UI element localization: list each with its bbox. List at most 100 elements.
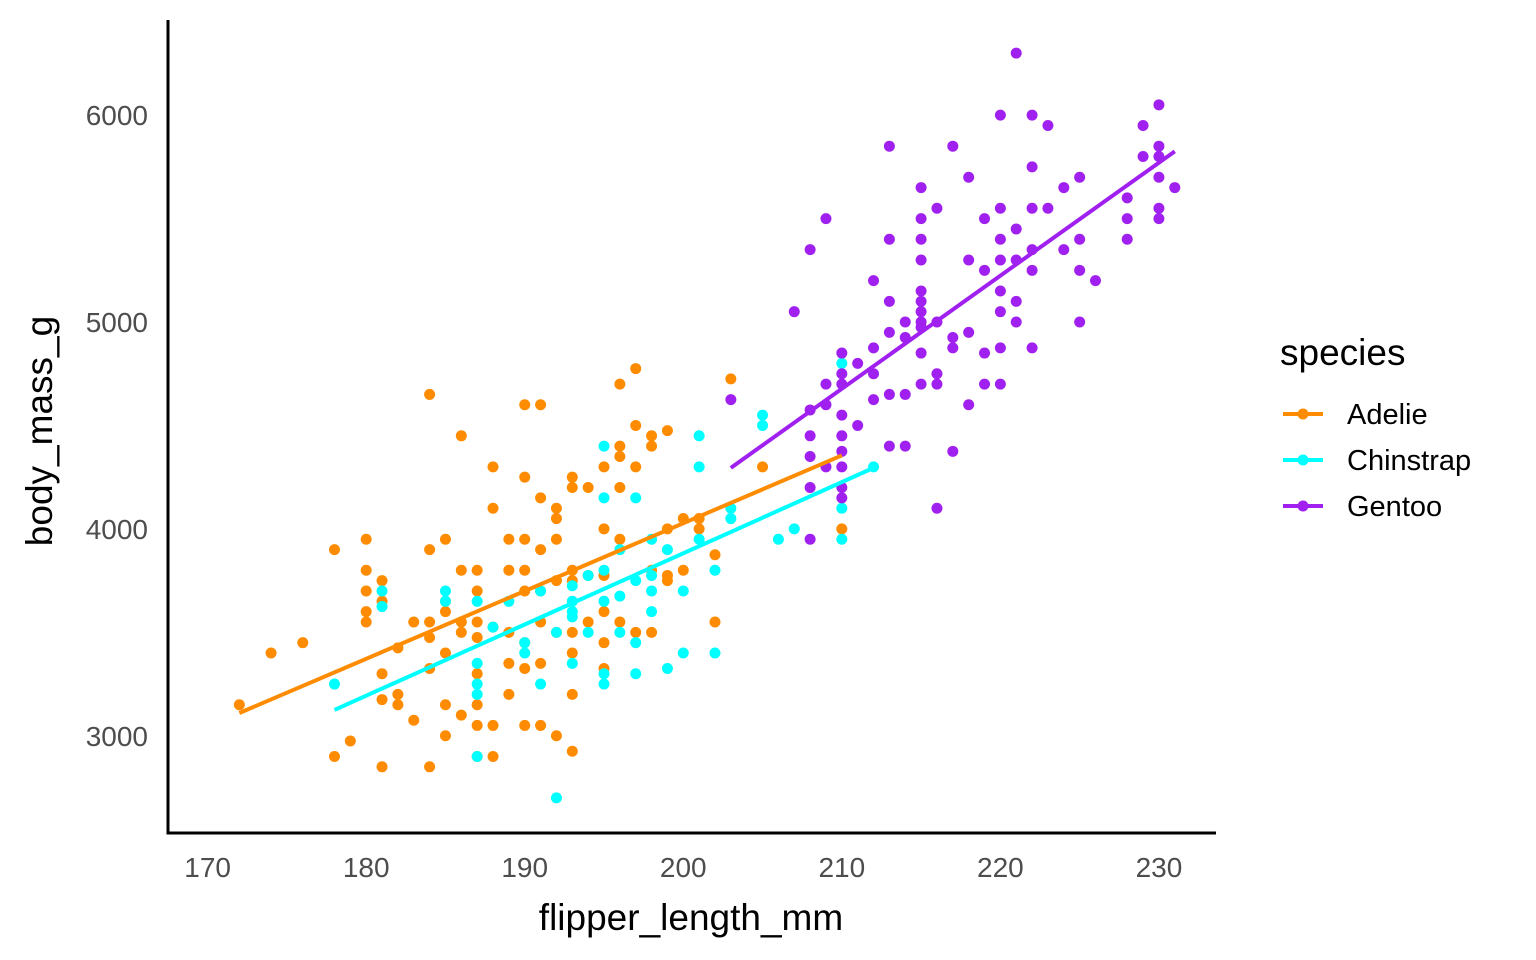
data-point: [630, 637, 642, 649]
data-point: [471, 668, 483, 680]
data-point: [725, 513, 737, 525]
data-point: [598, 606, 610, 618]
data-point: [1042, 202, 1054, 214]
data-point: [1153, 140, 1165, 152]
data-point: [297, 637, 309, 649]
data-point: [979, 347, 991, 359]
data-point: [1074, 264, 1086, 276]
legend-label: Gentoo: [1347, 491, 1442, 523]
data-point: [994, 202, 1006, 214]
data-point: [804, 482, 816, 494]
data-point: [994, 378, 1006, 390]
data-point: [487, 750, 499, 762]
data-point: [503, 688, 515, 700]
data-point: [598, 595, 610, 607]
legend-label: Adelie: [1347, 399, 1428, 431]
data-point: [820, 378, 832, 390]
data-point: [566, 626, 578, 638]
data-point: [550, 533, 562, 545]
data-point: [566, 580, 578, 592]
data-point: [804, 533, 816, 545]
data-point: [994, 109, 1006, 121]
data-point: [582, 482, 594, 494]
data-point: [915, 182, 927, 194]
data-point: [614, 626, 626, 638]
y-tick-label: 6000: [86, 100, 148, 131]
legend-item-adelie: Adelie: [1283, 399, 1428, 431]
data-point: [836, 357, 848, 369]
data-point: [677, 647, 689, 659]
data-point: [455, 564, 467, 576]
data-point: [1121, 192, 1133, 204]
data-point: [709, 564, 721, 576]
data-point: [1153, 171, 1165, 183]
data-point: [439, 730, 451, 742]
data-point: [883, 140, 895, 152]
data-point: [471, 657, 483, 669]
data-point: [1153, 213, 1165, 225]
data-point: [757, 409, 769, 421]
trend-line-adelie: [238, 453, 843, 715]
x-tick-label: 210: [818, 852, 865, 883]
data-point: [487, 719, 499, 731]
data-point: [471, 595, 483, 607]
series-gentoo: [725, 47, 1181, 545]
data-point: [994, 254, 1006, 266]
data-point: [550, 626, 562, 638]
data-point: [424, 388, 436, 400]
data-point: [868, 368, 880, 380]
data-point: [661, 544, 673, 556]
trend-line-gentoo: [729, 149, 1176, 470]
x-tick-label: 220: [977, 852, 1024, 883]
data-point: [757, 419, 769, 431]
data-point: [566, 471, 578, 483]
data-point: [535, 585, 547, 597]
data-point: [360, 564, 372, 576]
data-point: [947, 342, 959, 354]
data-point: [519, 564, 531, 576]
data-point: [392, 688, 404, 700]
data-point: [947, 332, 959, 344]
data-point: [328, 750, 340, 762]
data-point: [535, 399, 547, 411]
data-point: [772, 533, 784, 545]
legend: species Adelie Chinstrap Gentoo: [1280, 332, 1471, 523]
data-point: [471, 699, 483, 711]
data-point: [804, 244, 816, 256]
data-point: [1153, 202, 1165, 214]
data-point: [439, 595, 451, 607]
data-point: [931, 502, 943, 514]
data-point: [1137, 151, 1149, 163]
data-point: [566, 657, 578, 669]
data-point: [1026, 202, 1038, 214]
data-point: [915, 233, 927, 245]
data-point: [646, 585, 658, 597]
data-point: [915, 213, 927, 225]
data-point: [1026, 342, 1038, 354]
data-point: [392, 699, 404, 711]
data-point: [709, 616, 721, 628]
data-point: [439, 699, 451, 711]
data-point: [994, 306, 1006, 318]
data-point: [915, 295, 927, 307]
series-adelie: [233, 363, 848, 773]
data-point: [630, 363, 642, 375]
data-point: [915, 306, 927, 318]
data-point: [439, 533, 451, 545]
data-point: [1058, 244, 1070, 256]
data-point: [535, 719, 547, 731]
data-point: [1121, 213, 1133, 225]
data-point: [614, 533, 626, 545]
data-point: [677, 564, 689, 576]
data-point: [550, 513, 562, 525]
data-point: [979, 264, 991, 276]
data-point: [1010, 223, 1022, 235]
data-point: [535, 492, 547, 504]
data-point: [852, 357, 864, 369]
data-point: [883, 440, 895, 452]
data-point: [804, 430, 816, 442]
data-point: [788, 523, 800, 535]
data-point: [519, 533, 531, 545]
data-point: [455, 709, 467, 721]
data-point: [979, 213, 991, 225]
